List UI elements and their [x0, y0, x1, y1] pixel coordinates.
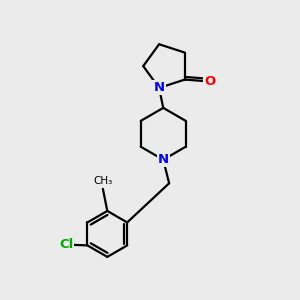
Text: Cl: Cl: [59, 238, 73, 251]
Text: N: N: [158, 153, 169, 166]
Text: N: N: [154, 81, 165, 94]
Text: O: O: [204, 75, 215, 88]
Text: CH₃: CH₃: [93, 176, 112, 186]
